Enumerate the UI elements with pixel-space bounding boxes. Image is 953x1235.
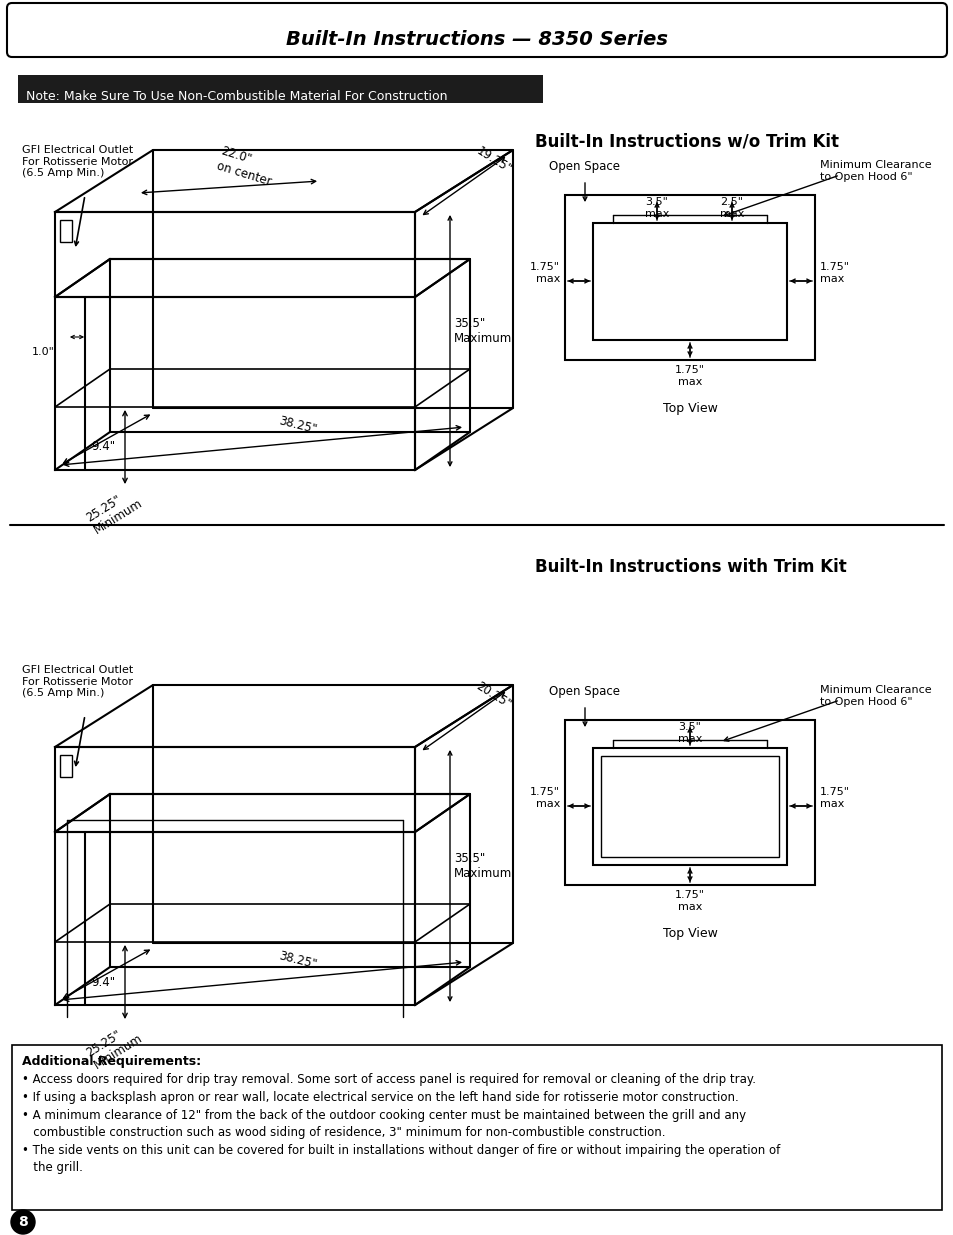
Text: Minimum Clearance
to Open Hood 6": Minimum Clearance to Open Hood 6" (820, 685, 931, 706)
Text: Built-In Instructions — 8350 Series: Built-In Instructions — 8350 Series (286, 30, 667, 49)
Text: 3.5"
max: 3.5" max (677, 722, 701, 743)
Text: Built-In Instructions w/o Trim Kit: Built-In Instructions w/o Trim Kit (535, 133, 838, 151)
Bar (593, 748, 786, 864)
Text: GFI Electrical Outlet
For Rotisserie Motor
(6.5 Amp Min.): GFI Electrical Outlet For Rotisserie Mot… (22, 664, 133, 698)
Bar (18, 75, 542, 103)
Text: 25.25"
Minimum: 25.25" Minimum (84, 484, 145, 537)
Text: 25.25"
Minimum: 25.25" Minimum (84, 1019, 145, 1072)
Text: 38.25": 38.25" (276, 948, 317, 971)
Text: • If using a backsplash apron or rear wall, locate electrical service on the lef: • If using a backsplash apron or rear wa… (22, 1091, 738, 1104)
Text: Top View: Top View (662, 403, 717, 415)
Text: 1.75"
max: 1.75" max (530, 262, 559, 284)
Text: the grill.: the grill. (22, 1161, 83, 1174)
Text: 1.75"
max: 1.75" max (675, 890, 704, 911)
Text: 1.75"
max: 1.75" max (675, 366, 704, 387)
Text: Minimum Clearance
to Open Hood 6": Minimum Clearance to Open Hood 6" (820, 161, 931, 182)
Text: 35.5"
Maximum: 35.5" Maximum (454, 852, 512, 881)
Bar (60, 755, 71, 777)
Text: 9.4": 9.4" (91, 976, 115, 988)
Text: combustible construction such as wood siding of residence, 3" minimum for non-co: combustible construction such as wood si… (22, 1126, 665, 1139)
Text: Built-In Instructions with Trim Kit: Built-In Instructions with Trim Kit (535, 558, 846, 576)
Bar (60, 220, 71, 242)
Text: Top View: Top View (662, 927, 717, 940)
Text: GFI Electrical Outlet
For Rotisserie Motor
(6.5 Amp Min.): GFI Electrical Outlet For Rotisserie Mot… (22, 144, 133, 178)
Text: 35.5"
Maximum: 35.5" Maximum (454, 317, 512, 345)
Text: 1.0": 1.0" (32, 347, 55, 357)
Text: 38.25": 38.25" (276, 414, 317, 436)
Text: 1.75"
max: 1.75" max (820, 262, 849, 284)
Text: Note: Make Sure To Use Non-Combustible Material For Construction: Note: Make Sure To Use Non-Combustible M… (26, 90, 447, 103)
Text: Additional Requirements:: Additional Requirements: (22, 1055, 201, 1068)
Text: • A minimum clearance of 12" from the back of the outdoor cooking center must be: • A minimum clearance of 12" from the ba… (22, 1109, 745, 1123)
Text: Open Space: Open Space (549, 685, 619, 698)
Text: • The side vents on this unit can be covered for built in installations without : • The side vents on this unit can be cov… (22, 1144, 780, 1157)
Text: 19.25": 19.25" (474, 144, 514, 177)
Bar (12, 1045, 941, 1210)
Text: 1.75"
max: 1.75" max (820, 787, 849, 809)
Text: 3.5"
max: 3.5" max (644, 198, 668, 219)
Bar (564, 720, 814, 885)
Text: 8: 8 (18, 1215, 28, 1229)
Text: 9.4": 9.4" (91, 441, 115, 453)
Text: 20.25": 20.25" (474, 679, 514, 711)
Text: 2.5"
max: 2.5" max (720, 198, 743, 219)
FancyBboxPatch shape (7, 2, 946, 57)
Text: Open Space: Open Space (549, 161, 619, 173)
Text: • Access doors required for drip tray removal. Some sort of access panel is requ: • Access doors required for drip tray re… (22, 1073, 755, 1086)
Circle shape (11, 1210, 35, 1234)
Text: 22.0"
on center: 22.0" on center (214, 144, 277, 188)
Bar (600, 756, 779, 857)
Text: 1.75"
max: 1.75" max (530, 787, 559, 809)
Bar (564, 195, 814, 359)
Bar (593, 224, 786, 340)
